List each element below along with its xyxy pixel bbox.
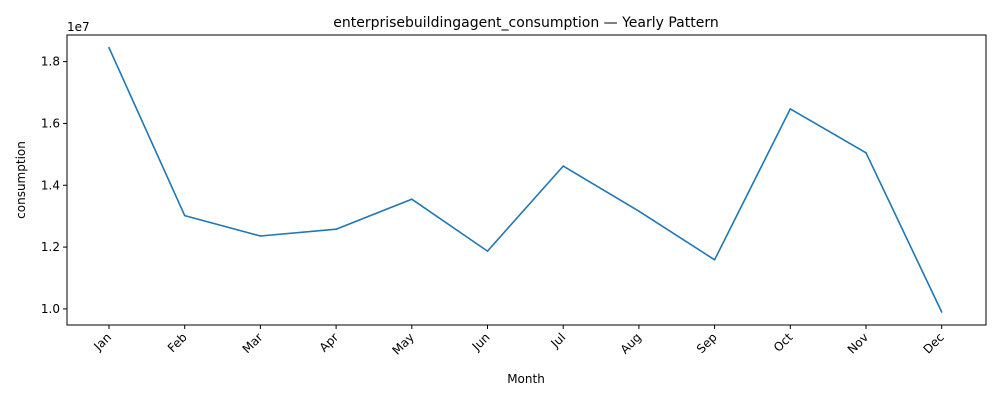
y-tick-label: 1.2 xyxy=(41,240,60,254)
y-tick-label: 1.4 xyxy=(41,178,60,192)
series-line xyxy=(108,47,943,313)
data-point-nov xyxy=(865,151,867,154)
x-tick-label: Aug xyxy=(618,330,644,356)
data-point-aug xyxy=(638,210,640,213)
x-axis: Jan Feb Mar Apr May Jun Jul Aug Sep Oct Nov Dec xyxy=(90,325,947,358)
data-point-may xyxy=(411,198,413,200)
y-axis-label: consumption xyxy=(14,141,28,219)
x-tick-label: Mar xyxy=(240,330,266,356)
data-point-dec xyxy=(940,311,943,313)
data-point-oct xyxy=(789,108,792,110)
x-tick-label: Jul xyxy=(547,330,568,351)
x-axis-label: Month xyxy=(507,372,545,386)
data-point-feb xyxy=(183,214,186,217)
x-tick-label: Jan xyxy=(90,330,114,354)
x-tick-label: Dec xyxy=(920,330,946,356)
y-tick-label: 1.6 xyxy=(41,116,60,130)
data-point-jan xyxy=(108,46,110,49)
data-point-mar xyxy=(259,235,262,237)
x-tick-label: Feb xyxy=(165,330,190,355)
y-tick-label: 1.8 xyxy=(41,55,60,69)
x-tick-label: Jun xyxy=(469,330,493,354)
y-multiplier-label: 1e7 xyxy=(67,20,90,34)
chart-title: enterprisebuildingagent_consumption — Ye… xyxy=(333,15,718,31)
y-tick-label: 1.0 xyxy=(41,302,60,316)
series-layer xyxy=(108,46,943,313)
data-point-apr xyxy=(335,228,337,230)
plot-area xyxy=(66,34,987,326)
y-axis: 1.0 1.2 1.4 1.6 1.8 xyxy=(41,55,67,316)
data-point-jul xyxy=(562,165,564,167)
data-point-jun xyxy=(486,250,489,252)
x-tick-label: May xyxy=(389,330,416,357)
x-tick-label: Sep xyxy=(694,330,720,356)
data-point-sep xyxy=(713,258,716,261)
x-tick-label: Apr xyxy=(317,330,342,355)
x-tick-label: Oct xyxy=(771,330,796,355)
x-tick-label: Nov xyxy=(845,330,871,356)
